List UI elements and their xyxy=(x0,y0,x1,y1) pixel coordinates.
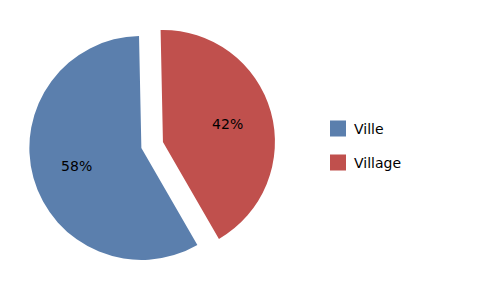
legend-item: Ville xyxy=(330,121,384,137)
legend-swatch xyxy=(330,155,346,171)
legend: Ville Village xyxy=(330,121,401,171)
chart: 58% 42% Ville Village xyxy=(0,0,493,291)
data-labels: 58% 42% xyxy=(61,116,243,174)
data-label: 58% xyxy=(61,158,92,174)
pie xyxy=(29,30,275,260)
legend-label: Ville xyxy=(354,121,384,137)
legend-item: Village xyxy=(330,155,401,171)
pie-slice xyxy=(161,30,275,239)
data-label: 42% xyxy=(212,116,243,132)
legend-label: Village xyxy=(354,155,401,171)
legend-swatch xyxy=(330,121,346,137)
